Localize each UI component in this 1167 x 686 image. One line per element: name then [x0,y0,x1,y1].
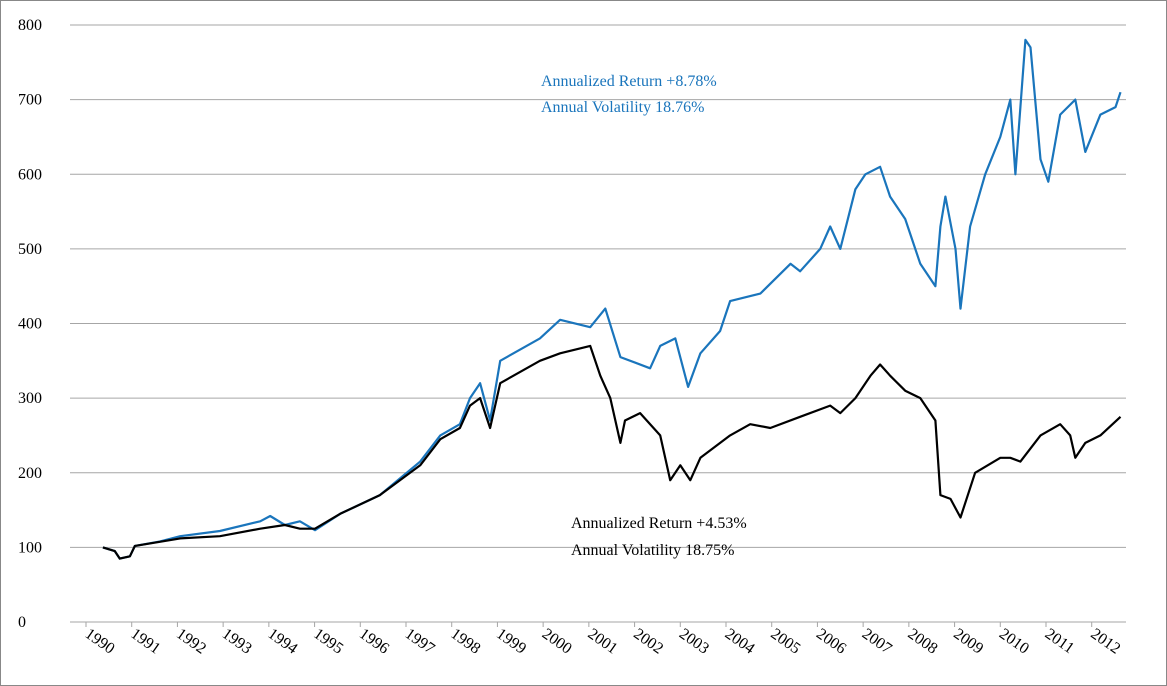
annotation: Annual Volatility 18.75% [571,542,734,559]
y-tick-label: 700 [18,92,42,109]
y-tick-label: 100 [18,539,42,556]
y-tick-label: 800 [18,17,42,34]
y-tick-label: 0 [18,614,26,631]
y-tick-label: 500 [18,241,42,258]
line-series [102,38,1122,560]
annotation: Annualized Return +4.53% [571,515,747,532]
y-tick-label: 600 [18,166,42,183]
annotation: Annualized Return +8.78% [541,73,717,90]
line-series [102,344,1122,560]
y-tick-label: 200 [18,465,42,482]
y-tick-label: 300 [18,390,42,407]
y-tick-label: 400 [18,316,42,333]
annotation: Annual Volatility 18.76% [541,99,704,116]
